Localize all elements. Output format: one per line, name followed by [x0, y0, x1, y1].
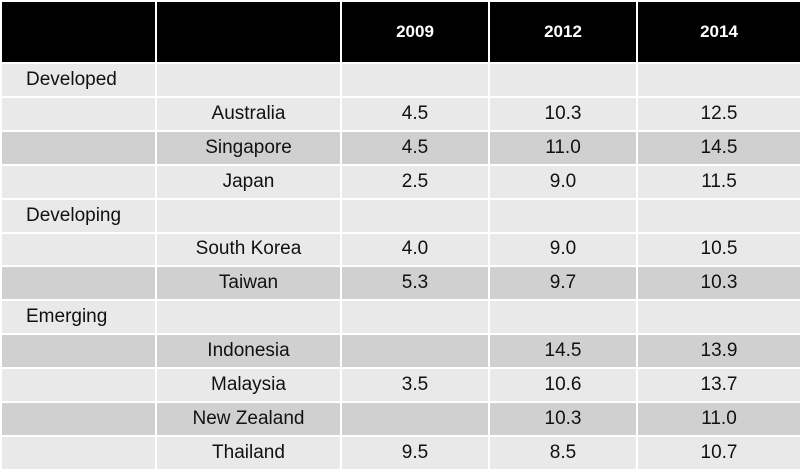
header-cell: 2009 [340, 0, 490, 64]
value-cell: 9.7 [488, 265, 638, 302]
empty-cell [0, 401, 157, 437]
table-body: Developed Australia 4.5 10.3 12.5 Singapore 4.… [0, 62, 800, 471]
data-row: Indonesia 14.5 13.9 [0, 333, 800, 370]
value-cell: 11.0 [488, 129, 638, 166]
empty-cell [0, 333, 157, 370]
country-label: South Korea [155, 231, 342, 268]
country-label: Taiwan [155, 265, 342, 302]
country-label: Thailand [155, 434, 342, 471]
value-cell: 10.3 [488, 401, 638, 437]
value-cell: 4.0 [340, 231, 490, 268]
value-cell: 4.5 [340, 95, 490, 132]
value-cell: 10.3 [488, 95, 638, 132]
data-row: South Korea 4.0 9.0 10.5 [0, 231, 800, 268]
data-row: Taiwan 5.3 9.7 10.3 [0, 265, 800, 302]
value-cell: 5.3 [340, 265, 490, 302]
data-row: Japan 2.5 9.0 11.5 [0, 163, 800, 200]
group-label: Developing [0, 197, 157, 234]
empty-cell [340, 62, 490, 98]
empty-cell [155, 197, 342, 234]
value-cell: 14.5 [636, 129, 800, 166]
empty-cell [340, 299, 490, 336]
empty-cell [488, 299, 638, 336]
value-cell: 12.5 [636, 95, 800, 132]
group-row: Emerging [0, 299, 800, 336]
value-cell: 2.5 [340, 163, 490, 200]
empty-cell [0, 367, 157, 404]
value-cell: 10.5 [636, 231, 800, 268]
group-label: Emerging [0, 299, 157, 336]
empty-cell [0, 163, 157, 200]
empty-cell [0, 95, 157, 132]
empty-cell [0, 231, 157, 268]
data-row: Thailand 9.5 8.5 10.7 [0, 434, 800, 471]
country-label: Japan [155, 163, 342, 200]
empty-cell [155, 62, 342, 98]
value-cell: 9.0 [488, 231, 638, 268]
header-cell [155, 0, 342, 64]
group-row: Developed [0, 62, 800, 98]
header-cell: 2012 [488, 0, 638, 64]
value-cell: 11.5 [636, 163, 800, 200]
empty-cell [340, 401, 490, 437]
data-row: New Zealand 10.3 11.0 [0, 401, 800, 437]
table-header: 2009 2012 2014 [0, 0, 800, 64]
empty-cell [155, 299, 342, 336]
value-cell: 9.0 [488, 163, 638, 200]
value-cell: 10.3 [636, 265, 800, 302]
country-label: New Zealand [155, 401, 342, 437]
empty-cell [636, 62, 800, 98]
data-row: Malaysia 3.5 10.6 13.7 [0, 367, 800, 404]
empty-cell [0, 434, 157, 471]
country-label: Australia [155, 95, 342, 132]
empty-cell [636, 299, 800, 336]
data-row: Singapore 4.5 11.0 14.5 [0, 129, 800, 166]
empty-cell [636, 197, 800, 234]
empty-cell [0, 129, 157, 166]
header-cell: 2014 [636, 0, 800, 64]
value-cell: 3.5 [340, 367, 490, 404]
value-cell: 10.7 [636, 434, 800, 471]
value-cell: 8.5 [488, 434, 638, 471]
header-cell [0, 0, 157, 64]
value-cell: 10.6 [488, 367, 638, 404]
header-row: 2009 2012 2014 [0, 0, 800, 64]
country-label: Singapore [155, 129, 342, 166]
data-row: Australia 4.5 10.3 12.5 [0, 95, 800, 132]
empty-cell [340, 333, 490, 370]
empty-cell [488, 62, 638, 98]
empty-cell [488, 197, 638, 234]
group-row: Developing [0, 197, 800, 234]
country-label: Malaysia [155, 367, 342, 404]
empty-cell [0, 265, 157, 302]
value-cell: 4.5 [340, 129, 490, 166]
group-label: Developed [0, 62, 157, 98]
value-cell: 14.5 [488, 333, 638, 370]
empty-cell [340, 197, 490, 234]
value-cell: 13.7 [636, 367, 800, 404]
value-cell: 9.5 [340, 434, 490, 471]
value-cell: 11.0 [636, 401, 800, 437]
country-label: Indonesia [155, 333, 342, 370]
value-cell: 13.9 [636, 333, 800, 370]
